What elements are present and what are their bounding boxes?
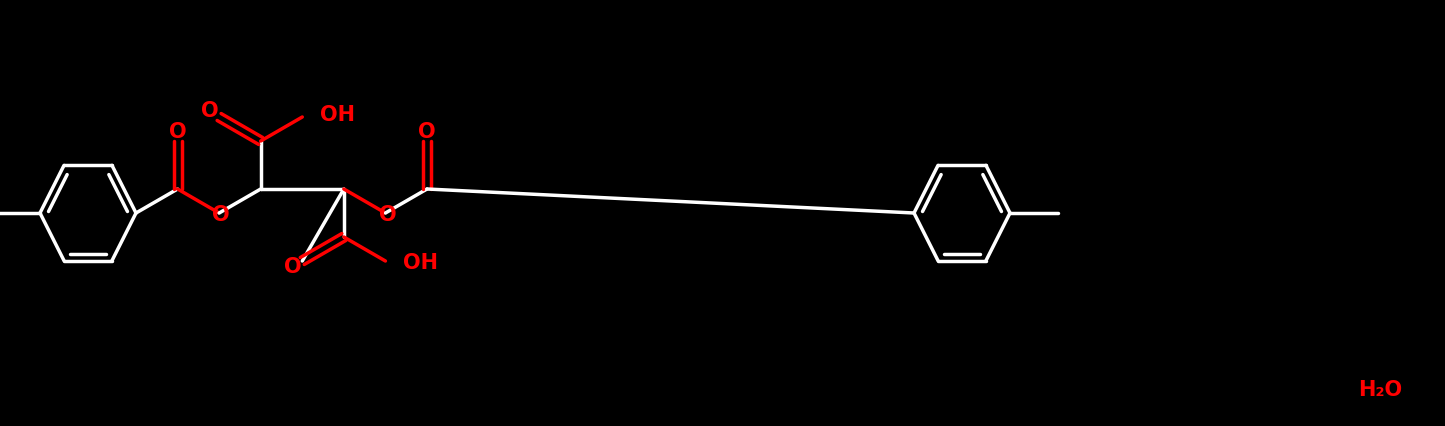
- Text: O: O: [418, 122, 436, 142]
- Text: H₂O: H₂O: [1358, 380, 1402, 400]
- Text: O: O: [379, 205, 396, 225]
- Text: O: O: [169, 122, 186, 142]
- Text: O: O: [285, 257, 302, 277]
- Text: O: O: [212, 205, 230, 225]
- Text: OH: OH: [321, 105, 355, 125]
- Text: OH: OH: [403, 253, 438, 273]
- Text: O: O: [201, 101, 220, 121]
